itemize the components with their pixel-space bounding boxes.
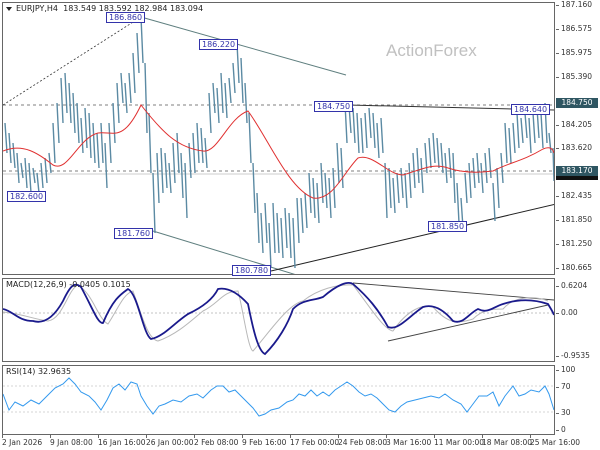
rsi-y-axis[interactable]: 100 70 30 0 — [556, 365, 600, 435]
dropdown-triangle-icon[interactable] — [6, 6, 12, 11]
current-price-badge — [556, 176, 598, 180]
level-badge-lower: 183.170 — [556, 166, 598, 176]
rsi-line — [3, 377, 554, 417]
y-tick: 181.850 — [556, 215, 592, 224]
ohlc-values: 183.549 183.592 182.984 183.094 — [63, 4, 204, 13]
x-tick: 9 Jan 08:00 — [50, 435, 93, 447]
y-tick: 183.620 — [556, 143, 592, 152]
price-candles — [4, 16, 554, 269]
x-tick: 2 Feb 08:00 — [194, 435, 239, 447]
price-label: 184.640 — [511, 104, 551, 115]
rsi-plot — [3, 377, 554, 417]
price-label: 184.750 — [314, 101, 354, 112]
y-tick: 100 — [556, 365, 575, 374]
y-tick: 0.00 — [556, 308, 578, 317]
watermark: ActionForex — [386, 41, 477, 60]
x-tick: 25 Mar 16:00 — [530, 435, 581, 447]
price-label: 186.220 — [199, 39, 239, 50]
x-tick: 18 Mar 08:00 — [482, 435, 533, 447]
price-chart-plot — [3, 16, 554, 274]
y-tick: 182.435 — [556, 191, 592, 200]
y-tick: 180.665 — [556, 263, 592, 272]
moving-average-line — [3, 104, 554, 199]
x-tick: 17 Feb 00:00 — [290, 435, 340, 447]
y-tick: 181.250 — [556, 239, 592, 248]
macd-signal-line — [3, 284, 549, 352]
price-label-low: 180.780 — [232, 265, 272, 276]
macd-y-axis[interactable]: 0.6204 0.00 -0.9535 — [556, 278, 600, 362]
x-tick: 2 Jan 2026 — [2, 435, 43, 447]
macd-label: MACD(12,26,9) -0.0405 0.1015 — [6, 280, 131, 289]
macd-pane[interactable]: MACD(12,26,9) -0.0405 0.1015 — [2, 278, 555, 362]
x-tick: 11 Mar 00:00 — [434, 435, 485, 447]
level-badge-upper: 184.750 — [556, 98, 598, 108]
price-label-high: 186.860 — [106, 12, 146, 23]
x-tick: 16 Jan 16:00 — [98, 435, 146, 447]
symbol-label: EURJPY,H4 — [16, 4, 59, 13]
macd-line — [3, 282, 554, 356]
x-tick: 9 Feb 16:00 — [242, 435, 287, 447]
price-label: 181.760 — [114, 228, 154, 239]
rsi-label: RSI(14) 32.9635 — [6, 367, 72, 376]
chart-header: EURJPY,H4 183.549 183.592 182.984 183.09… — [6, 4, 203, 13]
y-tick: 0.6204 — [556, 281, 587, 290]
y-tick: 185.390 — [556, 72, 592, 81]
y-tick: 184.205 — [556, 120, 592, 129]
y-tick: 70 — [556, 382, 571, 391]
macd-plot — [3, 282, 554, 356]
y-tick: 30 — [556, 408, 571, 417]
x-tick: 24 Feb 08:00 — [338, 435, 388, 447]
price-y-axis[interactable]: 187.160 186.575 185.975 185.390 184.750 … — [556, 0, 600, 275]
y-tick: -0.9535 — [556, 351, 590, 360]
y-tick: 185.975 — [556, 48, 592, 57]
rsi-pane[interactable]: RSI(14) 32.9635 — [2, 365, 555, 435]
price-label: 181.850 — [428, 221, 468, 232]
y-tick: 186.575 — [556, 24, 592, 33]
y-tick: 187.160 — [556, 0, 592, 9]
price-label: 182.600 — [7, 191, 47, 202]
x-tick: 3 Mar 16:00 — [386, 435, 432, 447]
y-tick: 0 — [556, 425, 566, 434]
time-x-axis[interactable]: 2 Jan 2026 9 Jan 08:00 16 Jan 16:00 26 J… — [0, 435, 580, 450]
x-tick: 26 Jan 00:00 — [146, 435, 194, 447]
price-chart-pane[interactable]: EURJPY,H4 183.549 183.592 182.984 183.09… — [2, 2, 555, 276]
